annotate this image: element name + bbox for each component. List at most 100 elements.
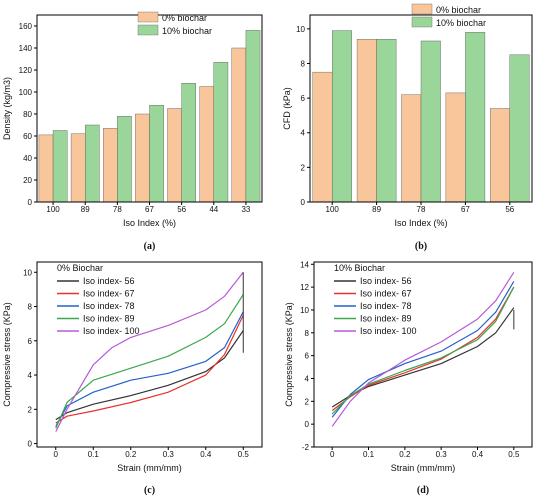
bar-10pct-67 [465,32,486,203]
x-tick-label: 100 [46,205,60,214]
legend-label: 10% biochar [436,18,486,28]
legend: 10% Biochar Iso index- 56 Iso index- 67 Iso… [334,263,417,336]
bar-10pct-56 [181,82,196,203]
x-tick-label: 56 [505,205,514,214]
x-tick-label: 0.3 [436,450,448,459]
x-tick-label: 0.2 [399,450,411,459]
x-tick-label: 0.2 [125,450,137,459]
x-tick-label: 67 [461,205,470,214]
y-tick-label: 20 [23,176,32,185]
y-tick-label: 12 [300,283,309,292]
series-line-89 [55,294,244,429]
series-line-100 [55,271,244,432]
y-tick-label: 8 [28,303,33,312]
y-tick-label: 2 [301,163,306,172]
series-line-100 [331,271,515,427]
y-tick-label: 160 [19,22,33,31]
legend-label: Iso index- 89 [83,314,135,324]
y-tick-label: 60 [23,132,32,141]
bar-0pct-89 [70,133,86,203]
y-axis-label: Density (kg/m3) [2,77,12,140]
legend-label: 0% biochar [162,13,207,23]
x-tick-label: 44 [209,205,218,214]
bar-0pct-33 [231,47,247,203]
bar-10pct-89 [85,124,100,203]
series-line-78 [55,311,244,427]
x-tick-label: 0.5 [508,450,520,459]
y-tick-label: 0 [28,440,33,449]
y-tick-label: 80 [23,110,32,119]
y-tick-label: 10 [23,268,32,277]
legend-title: 0% Biochar [57,263,103,273]
y-axis-label: CFD (kPa) [282,87,292,130]
series-line-67 [55,314,244,424]
legend-title: 10% Biochar [334,263,385,273]
x-tick-label: 78 [417,205,426,214]
legend: 0% Biochar Iso index- 56 Iso index- 67 Iso … [57,263,140,336]
x-tick-label: 100 [326,205,340,214]
legend-swatch [411,16,433,28]
legend-label: 0% biochar [436,5,481,15]
chart-b: 0 2 4 6 8 10 CFD (kPa) 100 89 78 67 56 Iso Index (%)… [282,3,533,252]
x-tick-label: 0.1 [363,450,375,459]
bar-10pct-67 [149,104,164,203]
x-tick-label: 89 [81,205,90,214]
bar-10pct-89 [376,39,397,203]
y-tick-label: 0 [301,198,306,207]
chart-b-plot-frame [309,14,533,203]
x-axis-label: Iso Index (%) [123,218,176,228]
x-tick-label: 56 [177,205,186,214]
y-tick-label: 100 [19,88,33,97]
legend-swatch [411,3,433,15]
chart-c-plot-frame [36,261,263,448]
y-tick-label: 4 [301,129,306,138]
x-tick-label: 78 [113,205,122,214]
bar-10pct-100 [52,130,68,203]
bar-10pct-44 [213,62,229,203]
legend-swatch [137,11,159,23]
y-tick-label: 120 [19,66,33,75]
y-tick-label: 2 [305,397,310,406]
panel-caption: (c) [144,485,155,496]
bar-0pct-89 [356,39,377,203]
x-tick-label: 0 [330,450,335,459]
legend-label: Iso index- 67 [360,289,412,299]
y-tick-label: 0 [28,198,33,207]
y-tick-label: 6 [305,352,310,361]
panel-caption: (b) [415,241,427,252]
y-tick-label: 10 [296,25,305,34]
y-tick-label: 40 [23,154,32,163]
y-axis-label: Compressive stress (KPa) [284,302,294,407]
chart-c: 0 2 4 6 8 10 Compressive stress (KPa) 0 0.1 0.2 0.… [2,261,263,496]
y-tick-label: 8 [305,329,310,338]
bar-0pct-78 [401,94,422,203]
x-tick-label: 0.5 [238,450,250,459]
series-line-89 [331,286,515,415]
y-tick-label: 4 [28,371,33,380]
x-tick-label: 0.1 [88,450,100,459]
legend-label: Iso index- 56 [83,276,135,286]
legend: 0% biochar 10% biochar [137,11,212,36]
series-line-56 [55,330,244,421]
y-axis-label: Compressive stress (KPa) [2,302,12,407]
x-axis-label: Strain (mm/mm) [117,463,182,473]
legend-label: Iso index- 89 [360,314,412,324]
chart-d: -2 0 2 4 6 8 10 12 14 Compressive stress (KPa) 0 0.… [284,260,533,496]
bar-0pct-44 [199,86,214,203]
x-tick-label: 0.4 [200,450,212,459]
panel-caption: (d) [417,485,429,496]
legend-swatch [137,24,159,36]
y-tick-label: 0 [305,420,310,429]
bar-0pct-100 [38,134,54,203]
legend-label: Iso index- 100 [360,326,417,336]
legend-label: Iso index- 67 [83,289,135,299]
y-tick-label: 14 [300,260,309,269]
legend: 0% biochar 10% biochar [411,3,486,28]
y-tick-label: 10 [300,306,309,315]
bar-10pct-78 [420,40,441,203]
y-tick-label: 8 [301,59,306,68]
legend-label: Iso index- 78 [83,301,135,311]
x-tick-label: 89 [372,205,381,214]
series-line-67 [331,286,515,411]
